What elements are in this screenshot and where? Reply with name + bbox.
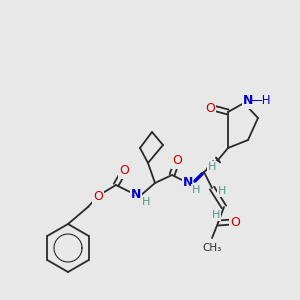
Text: O: O	[172, 154, 182, 167]
Text: N: N	[243, 94, 253, 107]
Text: H: H	[192, 185, 200, 195]
Text: O: O	[205, 101, 215, 115]
Text: H: H	[208, 162, 216, 172]
Text: H: H	[218, 186, 226, 196]
Text: N: N	[131, 188, 141, 202]
Text: H: H	[142, 197, 150, 207]
Text: —H: —H	[251, 94, 271, 107]
Text: CH₃: CH₃	[202, 243, 222, 253]
Text: N: N	[183, 176, 193, 190]
Text: O: O	[93, 190, 103, 202]
Text: O: O	[230, 215, 240, 229]
Text: H: H	[212, 210, 220, 220]
Text: O: O	[119, 164, 129, 178]
